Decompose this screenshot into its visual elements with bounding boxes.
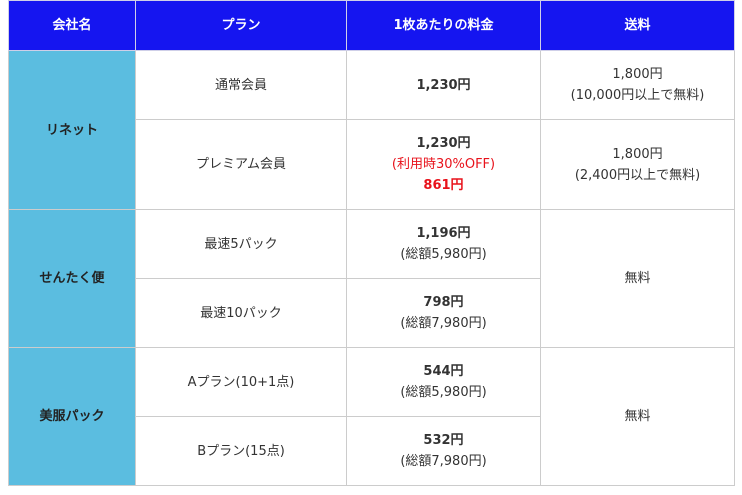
price-total: (総額7,980円): [400, 454, 487, 469]
price-cell: 1,196円 (総額5,980円): [346, 209, 541, 279]
table-row: リネット 通常会員 1,230円 1,800円 (10,000円以上で無料): [8, 50, 735, 210]
table-row: せんたく便 最速5パック 1,196円 (総額5,980円) 無料: [8, 209, 735, 348]
company-cell: リネット: [8, 50, 136, 210]
price-per-item: 532円: [423, 433, 464, 448]
shipping-cell: 無料: [540, 347, 735, 486]
table-row: Bプラン(15点) 532円 (総額7,980円): [9, 416, 735, 486]
shipping-cell: 無料: [540, 209, 735, 348]
price-total: (総額5,980円): [400, 247, 487, 262]
plan-cell: 通常会員: [135, 50, 347, 120]
shipping-cell: 1,800円 (10,000円以上で無料): [540, 50, 735, 120]
header-plan: プラン: [135, 0, 347, 51]
header-shipping: 送料: [540, 0, 735, 51]
shipping-condition: (2,400円以上で無料): [574, 167, 701, 183]
price-cell: 532円 (総額7,980円): [346, 416, 541, 486]
company-cell: せんたく便: [8, 209, 136, 348]
table-row: 最速10パック 798円 (総額7,980円): [9, 278, 735, 348]
shipping-amount: 1,800円: [612, 67, 663, 82]
price-per-item: 1,196円: [416, 226, 471, 241]
header-row: 会社名 プラン 1枚あたりの料金 送料: [8, 0, 735, 51]
table-row: プレミアム会員 1,230円 (利用時30%OFF) 861円 1,800円 (…: [9, 119, 735, 210]
price-discounted: 861円: [423, 178, 464, 193]
price-cell: 1,230円: [346, 50, 541, 120]
plan-cell: 最速10パック: [135, 278, 347, 348]
plan-cell: Bプラン(15点): [135, 416, 347, 486]
plan-cell: プレミアム会員: [135, 119, 347, 210]
comparison-table: 会社名 プラン 1枚あたりの料金 送料 リネット 通常会員 1,230円 1,8…: [8, 0, 735, 486]
price-cell: 798円 (総額7,980円): [346, 278, 541, 348]
price-total: (総額7,980円): [400, 316, 487, 331]
header-company: 会社名: [8, 0, 136, 51]
price-regular: 1,230円: [416, 136, 471, 151]
price-cell: 1,230円 (利用時30%OFF) 861円: [346, 119, 541, 210]
plan-cell: Aプラン(10+1点): [135, 347, 347, 417]
table-row: 美服パック Aプラン(10+1点) 544円 (総額5,980円) 無料: [8, 347, 735, 486]
shipping-amount: 1,800円: [612, 146, 663, 162]
header-price: 1枚あたりの料金: [346, 0, 541, 51]
price-discount-note: (利用時30%OFF): [391, 157, 496, 172]
shipping-cell: 1,800円 (2,400円以上で無料): [540, 119, 735, 210]
price-cell: 544円 (総額5,980円): [346, 347, 541, 417]
shipping-condition: (10,000円以上で無料): [570, 88, 705, 103]
price-total: (総額5,980円): [400, 385, 487, 400]
company-cell: 美服パック: [8, 347, 136, 486]
price-per-item: 798円: [423, 295, 464, 310]
price-per-item: 544円: [423, 364, 464, 379]
plan-cell: 最速5パック: [135, 209, 347, 279]
